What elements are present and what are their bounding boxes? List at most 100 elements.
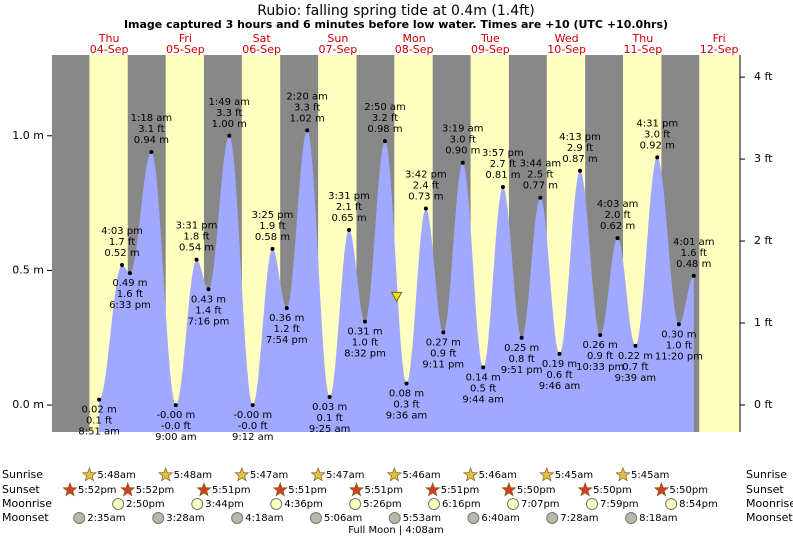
sunrise-row-label: Sunrise [746,468,787,481]
tide-feet: -0.0 ft [161,421,191,432]
moonset-icon [152,512,165,524]
tide-height: 0.14 m [466,372,501,383]
tide-height: 0.22 m [618,351,653,362]
moonset-icon [231,512,244,524]
tide-height: 0.08 m [389,389,424,400]
tide-point [441,330,446,335]
moonrise-icon [665,498,678,510]
tide-time: 7:16 pm [188,316,230,327]
tide-point [270,246,275,251]
tide-height: 0.98 m [367,124,402,135]
weekday-label: Wed [555,32,579,45]
weekday-label: Fri [713,32,726,45]
tide-height: 1.00 m [212,119,247,130]
moonset-time: 6:40am [481,513,519,524]
moonrise-row-label: Moonrise [746,497,793,510]
tide-feet: 0.9 ft [430,348,456,359]
tide-feet: 2.5 ft [527,170,553,181]
tide-time: 3:19 am [442,124,484,135]
tide-height: 0.36 m [269,313,304,324]
tide-time: 3:31 pm [176,221,218,232]
tide-time: 8:51 am [78,427,120,438]
tide-height: 0.90 m [445,146,480,157]
moonset-time: 5:53am [403,513,441,524]
tide-feet: 1.0 ft [666,340,692,351]
tide-point [362,319,367,324]
tide-feet: 0.9 ft [587,351,613,362]
tide-feet: 2.1 ft [336,202,362,213]
moonset-time: 3:28am [166,513,204,524]
moonset-time: 7:28am [560,513,598,524]
tide-time: 4:03 pm [101,226,143,237]
tide-feet: 1.2 ft [274,324,300,335]
tide-time: 9:46 am [539,381,581,392]
tide-time: 3:42 pm [405,169,447,180]
date-label: 06-Sep [242,43,281,56]
tide-time: 4:13 pm [559,132,601,143]
tide-feet: 2.9 ft [567,143,593,154]
date-label: 09-Sep [471,43,510,56]
tide-point [481,365,486,370]
tide-point [347,228,352,233]
tide-feet: 2.0 ft [604,210,630,221]
tide-feet: 1.6 ft [681,248,707,259]
weekday-label: Sun [327,32,348,45]
tide-time: 4:03 am [597,199,639,210]
weekday-label: Thu [98,32,120,45]
tide-feet: 3.3 ft [294,102,320,113]
tide-point [460,160,465,165]
tide-feet: 0.1 ft [316,413,342,424]
tide-feet: 1.0 ft [352,338,378,349]
moonset-time: 5:06am [324,513,362,524]
y2-tick-label: 3 ft [754,152,773,165]
y2-tick-label: 4 ft [754,70,773,83]
tide-point [206,287,211,292]
y-tick-label: 1.0 m [12,129,44,142]
tide-point [127,271,132,276]
tide-time: 6:33 pm [109,300,151,311]
tide-time: 4:01 am [673,237,715,248]
tide-height: -0.00 m [233,410,272,421]
sunset-row-label: Sunset [2,483,40,496]
tide-time: 9:25 am [309,424,351,435]
sunset-time: 5:51pm [288,485,327,496]
date-label: 11-Sep [624,43,663,56]
tide-height: 0.81 m [485,170,520,181]
tide-time: 3:31 pm [328,191,370,202]
sunrise-time: 5:46am [479,470,517,481]
moonrise-icon [428,498,441,510]
sunrise-icon [234,467,250,482]
tide-feet: 0.7 ft [622,362,648,373]
moonset-icon [73,512,86,524]
sunrise-icon [81,467,98,482]
moonset-row-label: Moonset [746,511,793,524]
tide-height: 0.65 m [331,213,366,224]
tide-feet: -0.0 ft [238,421,268,432]
tide-point [173,403,178,408]
weekday-label: Tue [480,32,500,45]
tide-point [149,149,154,154]
sunrise-time: 5:46am [402,470,440,481]
tide-height: 0.94 m [134,135,169,146]
moonrise-time: 5:26pm [363,499,402,510]
tide-time: 1:49 am [209,97,251,108]
moonset-icon [467,512,480,524]
tide-height: 0.19 m [542,359,577,370]
sunset-icon [196,482,212,497]
tide-height: 0.27 m [426,337,461,348]
tide-point [633,343,638,348]
sunrise-icon [462,467,479,482]
sunset-icon [348,482,365,497]
sunrise-icon [539,467,555,482]
tide-time: 4:31 pm [636,118,678,129]
chart-subtitle: Image captured 3 hours and 6 minutes bef… [124,18,668,31]
moonset-icon [388,512,401,524]
sunrise-row-label: Sunrise [2,468,43,481]
current-level-marker [390,291,403,303]
sunrise-time: 5:48am [174,470,212,481]
sunrise-time: 5:47am [250,470,288,481]
tide-time: 9:11 pm [422,359,464,370]
tide-point [578,168,583,173]
moonrise-time: 2:50pm [126,499,165,510]
